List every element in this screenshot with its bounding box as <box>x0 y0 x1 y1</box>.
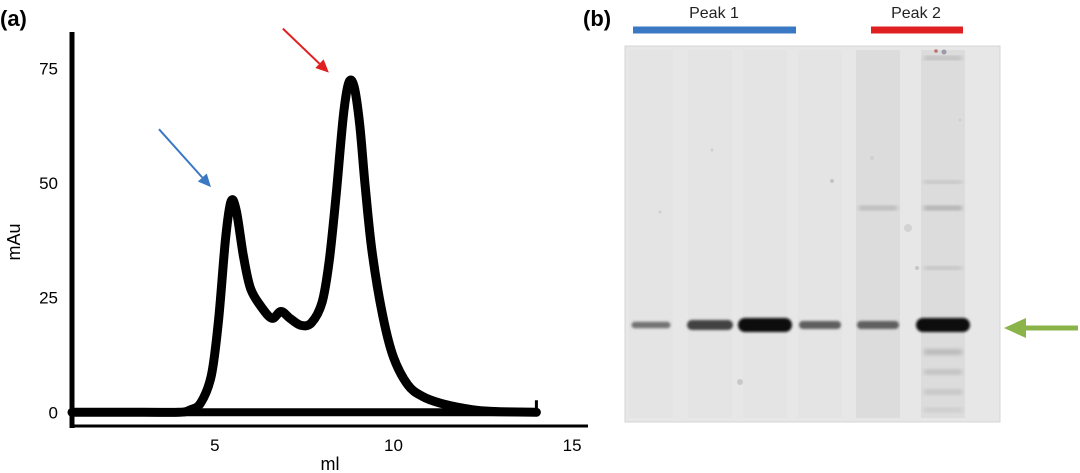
gel-minor-band <box>924 267 962 269</box>
gel-band <box>916 318 970 332</box>
x-tick-labels: 5 10 15 <box>210 436 581 455</box>
peak-arrow <box>282 27 329 73</box>
peak1-label: Peak 1 <box>689 5 739 22</box>
y-tick-labels: 0 25 50 75 <box>39 60 58 423</box>
gel-band <box>631 321 671 329</box>
gel-minor-band <box>859 206 897 210</box>
chromatogram-chart: 0 25 50 75 5 10 15 ml mAu <box>4 27 588 473</box>
y-tick-label: 75 <box>39 60 58 79</box>
panel-label-a: (a) <box>0 6 27 31</box>
gel-panel: Peak 1 Peak 2 <box>624 5 1078 423</box>
series-absorbance-trace <box>67 75 541 417</box>
gel-minor-band <box>924 56 962 60</box>
target-arrow-head <box>1004 318 1026 338</box>
gel-lane <box>916 50 970 418</box>
y-tick-label: 50 <box>39 174 58 193</box>
target-band-arrow <box>1004 318 1078 338</box>
gel-border <box>624 45 1001 423</box>
peak-arrow <box>158 128 211 188</box>
gel-lane <box>687 50 733 418</box>
x-axis-label: ml <box>321 454 340 473</box>
gel-minor-band <box>924 370 962 374</box>
gel-minor-band <box>924 181 962 183</box>
x-tick-label: 10 <box>384 436 403 455</box>
gel-minor-band <box>924 408 962 412</box>
peak-arrows <box>158 27 329 188</box>
gel-minor-band <box>924 390 962 394</box>
gel-band <box>857 321 899 329</box>
gel-speckles <box>658 49 962 385</box>
y-tick-label: 25 <box>39 289 58 308</box>
gel-lane <box>798 50 842 418</box>
gel-lane <box>629 50 673 418</box>
gel-minor-band <box>924 349 962 355</box>
gel-band <box>799 321 841 329</box>
gel-band <box>687 320 733 330</box>
gel-lane <box>738 50 792 418</box>
gel-lanes <box>629 50 970 418</box>
gel-lane <box>856 50 900 418</box>
gel-minor-band <box>924 206 962 210</box>
panel-label-b: (b) <box>583 6 611 31</box>
y-tick-label: 0 <box>49 403 58 422</box>
y-axis-label: mAu <box>4 223 24 260</box>
peak2-label: Peak 2 <box>891 5 941 22</box>
x-tick-label: 5 <box>210 436 219 455</box>
x-tick-label: 15 <box>563 436 582 455</box>
gel-band <box>738 318 792 332</box>
